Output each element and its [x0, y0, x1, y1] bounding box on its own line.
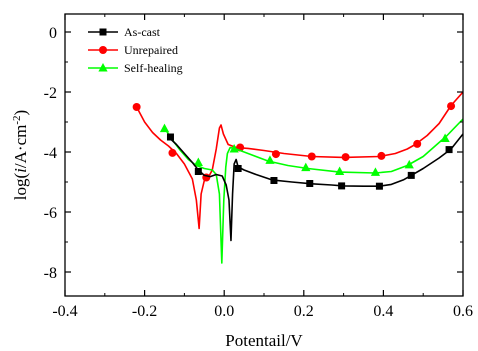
series-line-self-healing [163, 118, 463, 264]
data-point-unrepaired [447, 102, 456, 111]
data-point-self-healing [159, 123, 170, 133]
y-axis-title: log(i/A·cm-2) [11, 110, 30, 200]
y-axis-title-part: /A·cm [11, 125, 30, 168]
legend-label: Self-healing [124, 61, 183, 75]
data-point-as-cast [194, 168, 202, 175]
data-point-self-healing [229, 144, 239, 153]
x-tick-label: 0.2 [294, 303, 314, 320]
data-point-self-healing [440, 133, 450, 142]
data-point-self-healing [301, 162, 311, 172]
y-axis-title-part: ) [11, 110, 30, 116]
data-point-as-cast [338, 182, 346, 190]
legend-item-unrepaired: Unrepaired [88, 43, 178, 57]
y-axis-title-part: log( [11, 172, 30, 200]
y-tick-label: -2 [44, 85, 57, 102]
x-tick-label: 0.4 [373, 303, 393, 320]
x-tick-label: -0.2 [132, 303, 157, 320]
data-point-unrepaired [341, 153, 350, 162]
data-point-self-healing [370, 167, 381, 176]
series-as-cast [166, 133, 463, 242]
y-tick-label: 0 [49, 25, 57, 42]
data-point-unrepaired [307, 152, 316, 161]
x-axis: -0.4 -0.2 0.0 0.2 0.4 0.6 [52, 14, 473, 320]
data-point-unrepaired [168, 148, 177, 157]
legend-marker [98, 63, 108, 72]
y-axis-title-part: i [11, 168, 30, 173]
series-self-healing [159, 118, 463, 264]
y-tick-label: -6 [44, 205, 57, 222]
data-point-unrepaired [132, 103, 141, 111]
y-axis-title-part: -2 [11, 115, 23, 124]
y-tick-label: -4 [44, 145, 57, 162]
data-point-self-healing [193, 157, 203, 166]
legend: As-cast Unrepaired Self-healing [88, 25, 183, 75]
x-tick-label: -0.4 [52, 303, 77, 320]
data-point-unrepaired [271, 150, 280, 159]
series-line-unrepaired [135, 91, 463, 230]
data-point-self-healing [404, 159, 414, 169]
y-tick-label: -8 [44, 265, 57, 282]
legend-label: As-cast [124, 25, 161, 39]
data-point-as-cast [375, 182, 383, 190]
legend-marker [99, 46, 107, 54]
series-unrepaired [132, 91, 463, 230]
data-point-unrepaired [413, 139, 422, 148]
series-line-as-cast [167, 133, 463, 242]
x-tick-label: 0.0 [214, 303, 234, 320]
data-point-as-cast [270, 177, 278, 184]
y-axis: 0 -2 -4 -6 -8 [44, 25, 463, 282]
data-point-as-cast [407, 171, 415, 179]
data-point-self-healing [265, 155, 275, 164]
series-layer [132, 91, 463, 264]
x-axis-title: Potentail/V [225, 331, 303, 350]
data-point-as-cast [166, 133, 174, 141]
legend-label: Unrepaired [124, 43, 178, 57]
legend-marker [99, 28, 107, 36]
data-point-as-cast [306, 180, 314, 187]
data-point-self-healing [335, 166, 345, 175]
x-tick-label: 0.6 [453, 303, 473, 320]
data-point-unrepaired [377, 151, 386, 160]
legend-item-self-healing: Self-healing [88, 61, 183, 75]
data-point-as-cast [445, 146, 453, 154]
data-point-as-cast [234, 165, 242, 172]
legend-item-as-cast: As-cast [88, 25, 161, 39]
